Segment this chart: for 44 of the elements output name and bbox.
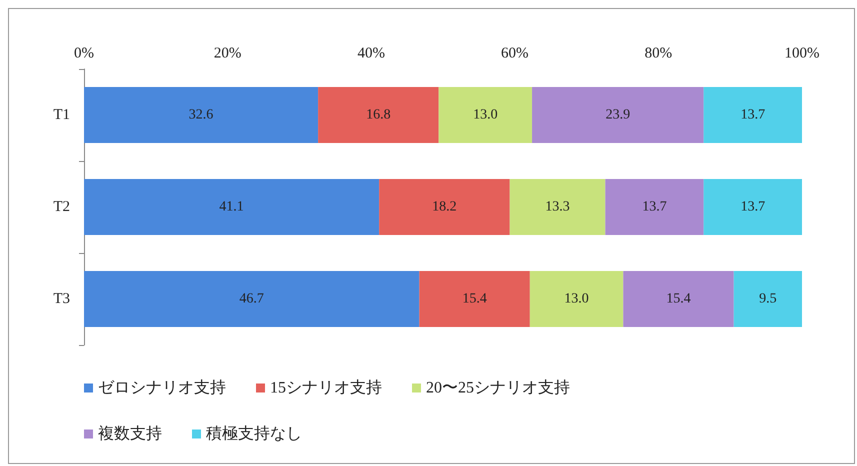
bar bbox=[623, 271, 734, 327]
legend-label: 20〜25シナリオ支持 bbox=[426, 378, 570, 396]
y-tick-label: T3 bbox=[53, 291, 70, 307]
legend-label: 積極支持なし bbox=[206, 424, 302, 442]
data-label: 23.9 bbox=[606, 108, 630, 122]
data-label: 15.4 bbox=[666, 292, 691, 306]
x-tick-label: 80% bbox=[644, 46, 672, 62]
bar bbox=[84, 87, 318, 143]
y-tick-label: T2 bbox=[53, 199, 70, 215]
data-label: 32.6 bbox=[188, 108, 214, 122]
data-label: 41.1 bbox=[219, 200, 244, 214]
data-label: 13.7 bbox=[740, 108, 766, 122]
bar bbox=[84, 271, 420, 327]
data-label: 16.8 bbox=[366, 108, 391, 122]
x-tick-label: 40% bbox=[357, 46, 385, 62]
y-tick-label: T1 bbox=[53, 107, 70, 123]
data-label: 13.7 bbox=[642, 200, 667, 214]
bar bbox=[438, 87, 532, 143]
legend-label: 複数支持 bbox=[98, 424, 162, 442]
bar bbox=[419, 271, 530, 327]
data-label: 13.0 bbox=[473, 108, 498, 122]
bar bbox=[704, 87, 802, 143]
x-tick-label: 20% bbox=[214, 46, 242, 62]
data-label: 46.7 bbox=[239, 292, 264, 306]
data-label: 13.0 bbox=[564, 292, 589, 306]
data-label: 15.4 bbox=[462, 292, 487, 306]
data-label: 18.2 bbox=[432, 200, 457, 214]
bar bbox=[84, 179, 380, 235]
legend-label: ゼロシナリオ支持 bbox=[98, 378, 226, 396]
x-tick-label: 60% bbox=[501, 46, 529, 62]
bar bbox=[530, 271, 624, 327]
bar bbox=[704, 179, 802, 235]
legend-label: 15シナリオ支持 bbox=[270, 378, 382, 396]
bar bbox=[510, 179, 606, 235]
bar bbox=[379, 179, 510, 235]
bar bbox=[605, 179, 704, 235]
bar bbox=[318, 87, 439, 143]
data-label: 9.5 bbox=[759, 292, 777, 306]
data-label: 13.3 bbox=[545, 200, 570, 214]
bar bbox=[532, 87, 704, 143]
data-label: 13.7 bbox=[740, 200, 766, 214]
x-tick-label: 0% bbox=[74, 46, 94, 62]
x-tick-label: 100% bbox=[784, 46, 820, 62]
bar bbox=[734, 271, 802, 327]
